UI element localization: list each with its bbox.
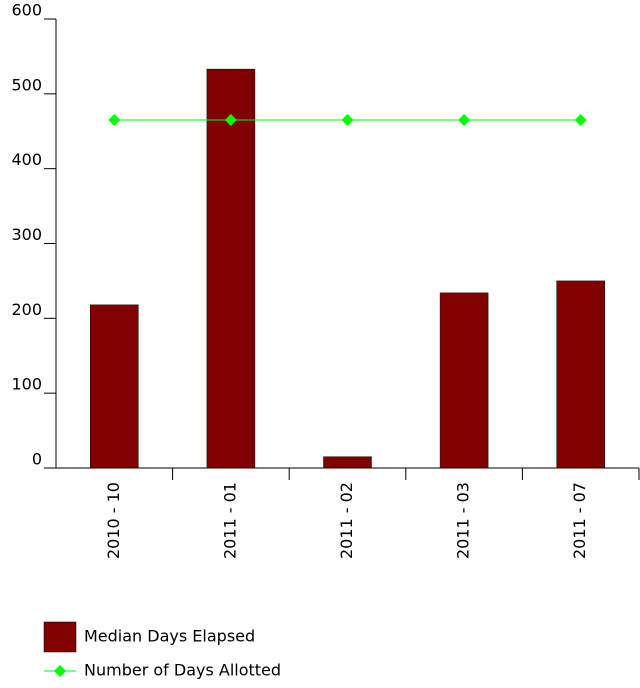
x-tick-label: 2011 - 07 <box>570 482 589 559</box>
bar <box>556 280 605 469</box>
x-tick-label: 2010 - 10 <box>104 482 123 559</box>
bar <box>439 292 489 469</box>
legend-label: Number of Days Allotted <box>84 661 281 680</box>
y-tick-label: 400 <box>11 150 42 169</box>
line-marker <box>574 114 587 127</box>
line-marker <box>108 114 121 127</box>
y-tick-label: 300 <box>11 225 42 244</box>
bar <box>90 304 139 469</box>
line-marker <box>341 114 354 127</box>
y-tick-label: 0 <box>32 450 42 469</box>
legend-swatch <box>43 621 77 653</box>
x-tick-label: 2011 - 01 <box>220 482 239 559</box>
bar <box>206 68 256 469</box>
x-tick-label: 2011 - 03 <box>454 482 473 559</box>
legend-marker <box>54 665 66 677</box>
y-tick-label: 200 <box>11 300 42 319</box>
legend-label: Median Days Elapsed <box>84 627 255 646</box>
y-tick-label: 100 <box>11 375 42 394</box>
line-marker <box>224 114 237 127</box>
y-tick-label: 600 <box>11 1 42 20</box>
bar <box>323 456 372 469</box>
y-tick-label: 500 <box>11 75 42 94</box>
x-tick-label: 2011 - 02 <box>337 482 356 559</box>
line-marker <box>458 114 471 127</box>
